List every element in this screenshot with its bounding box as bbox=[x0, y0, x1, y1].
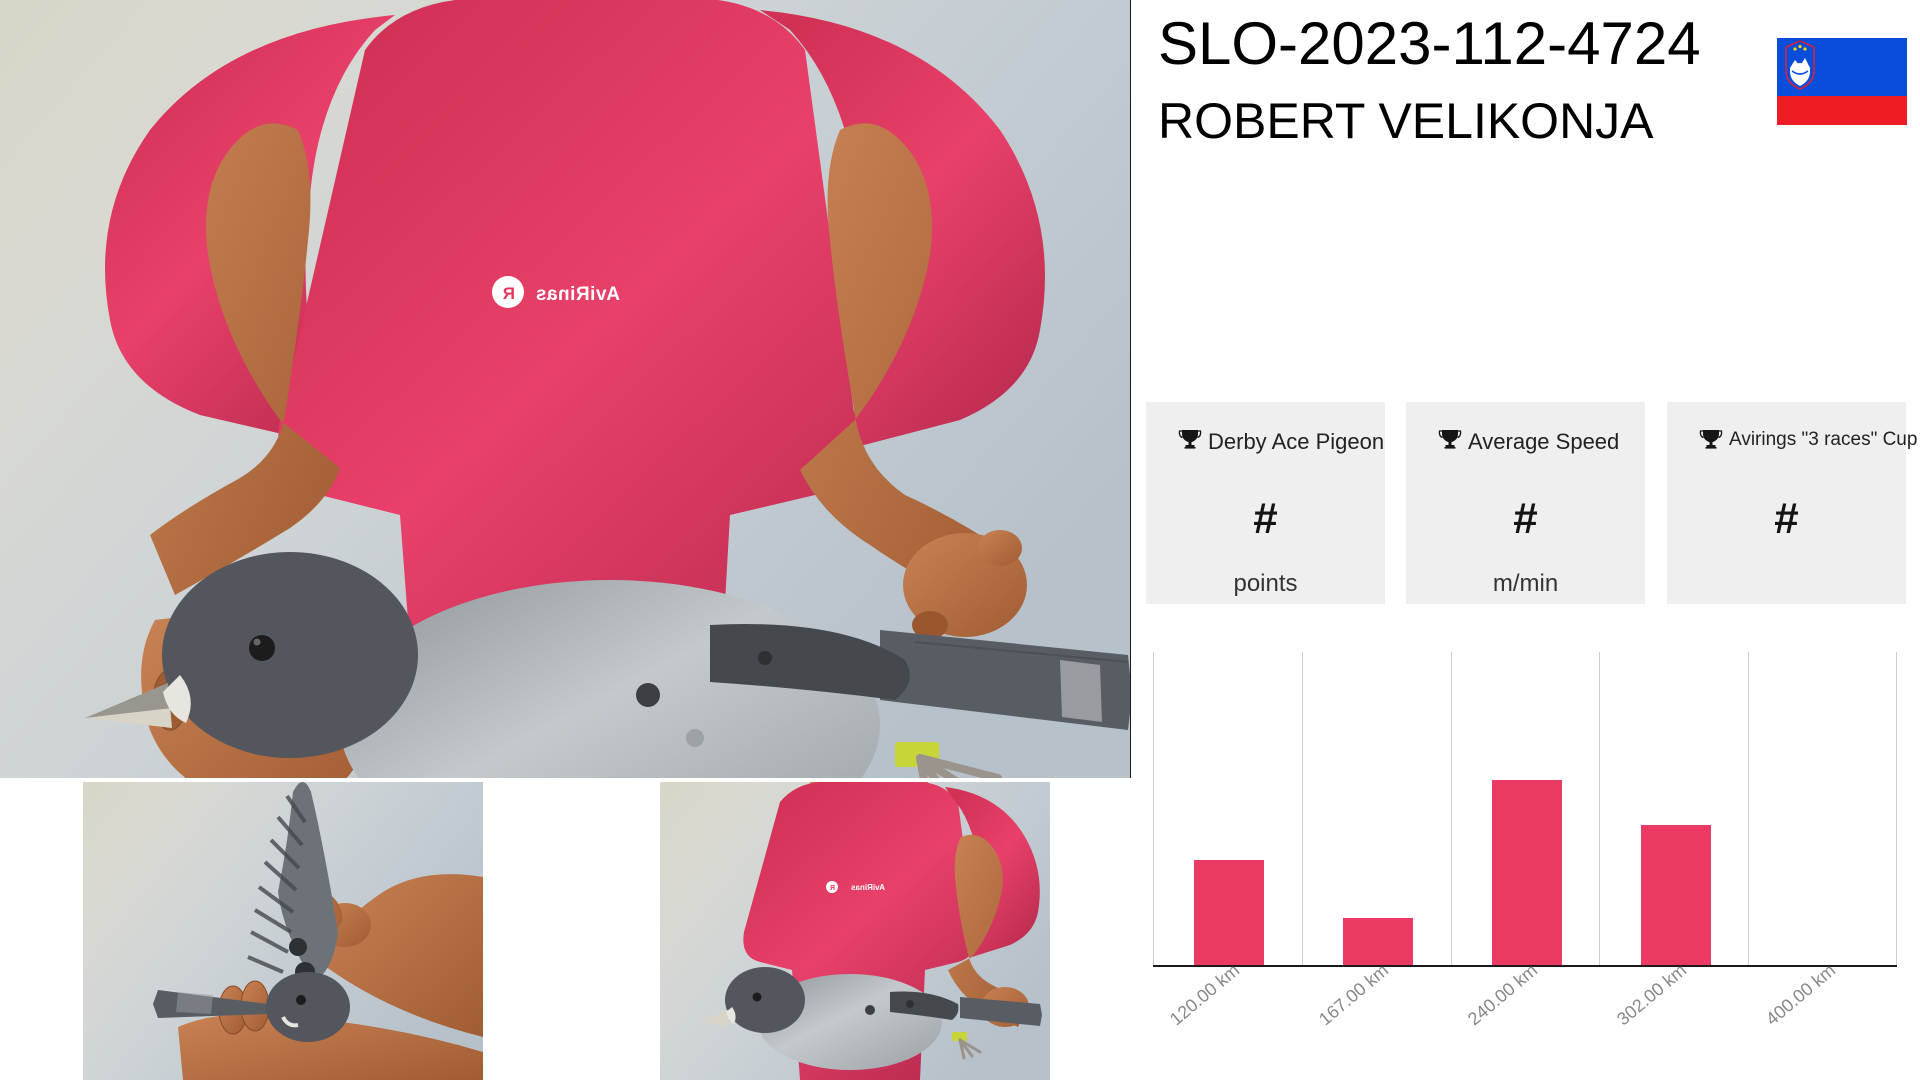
svg-text:R: R bbox=[503, 284, 515, 303]
svg-text:R: R bbox=[830, 885, 835, 892]
svg-text:AviRinas: AviRinas bbox=[851, 883, 885, 892]
svg-text:AviRinas: AviRinas bbox=[535, 284, 620, 305]
